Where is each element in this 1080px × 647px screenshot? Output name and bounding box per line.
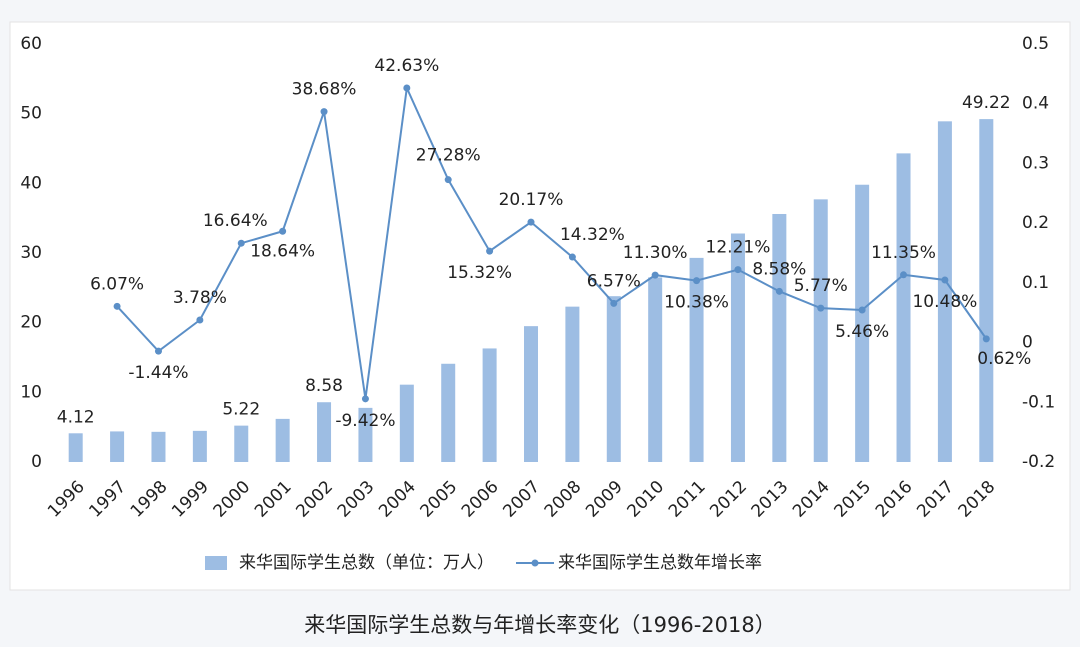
data-label: 38.68% — [292, 80, 357, 100]
legend-label: 来华国际学生总数年增长率 — [558, 553, 762, 573]
data-label: 20.17% — [499, 190, 564, 210]
line-point — [693, 277, 701, 285]
y-tick-label: 30 — [20, 243, 42, 263]
bar — [730, 233, 745, 462]
line-point — [444, 176, 452, 184]
bar — [606, 296, 621, 462]
line-point — [154, 347, 162, 355]
line-point — [858, 306, 866, 314]
data-label: 5.22 — [222, 400, 260, 420]
data-label: 5.77% — [794, 276, 848, 296]
line-point — [113, 302, 121, 310]
data-label: 0.62% — [977, 349, 1031, 369]
bar — [399, 384, 414, 462]
y2-tick-label: 0.4 — [1022, 94, 1049, 114]
line-point — [527, 218, 535, 226]
bar — [565, 306, 580, 462]
legend-swatch — [531, 559, 539, 567]
line-point — [196, 316, 204, 324]
bar — [689, 257, 704, 462]
data-label: 12.21% — [706, 238, 771, 258]
bar — [937, 121, 952, 462]
bar — [234, 425, 249, 462]
line-point — [651, 271, 659, 279]
line-point — [403, 84, 411, 92]
data-label: 18.64% — [250, 241, 315, 261]
data-label: 3.78% — [173, 288, 227, 308]
y-tick-label: 20 — [20, 313, 42, 333]
line-point — [486, 247, 494, 255]
bar — [896, 153, 911, 463]
data-label: 42.63% — [374, 56, 439, 76]
legend-label: 来华国际学生总数（单位：万人） — [239, 553, 494, 573]
bar — [192, 430, 207, 462]
y2-tick-label: -0.2 — [1022, 452, 1055, 472]
line-point — [237, 239, 245, 247]
line-point — [568, 253, 576, 261]
data-label: 10.48% — [912, 292, 977, 312]
line-point — [610, 299, 618, 307]
y-tick-label: 10 — [20, 382, 42, 402]
y2-tick-label: 0.1 — [1022, 273, 1049, 293]
data-label: 10.38% — [664, 293, 729, 313]
line-point — [817, 304, 825, 312]
data-label: 16.64% — [203, 211, 268, 231]
bar — [524, 326, 538, 462]
bar — [317, 402, 332, 462]
line-point — [279, 227, 287, 235]
data-label: 49.22 — [962, 93, 1011, 113]
data-label: 8.58% — [752, 259, 806, 279]
y2-tick-label: 0.3 — [1022, 153, 1049, 173]
bar — [275, 418, 290, 462]
line-point — [941, 276, 949, 284]
chart-title: 来华国际学生总数与年增长率变化（1996-2018） — [304, 613, 775, 637]
y-tick-label: 50 — [20, 104, 42, 124]
y-tick-label: 40 — [20, 173, 42, 193]
data-label: 14.32% — [560, 225, 625, 245]
line-point — [982, 335, 990, 343]
data-label: 11.35% — [871, 243, 936, 263]
data-label: 4.12 — [57, 407, 95, 427]
bar — [482, 348, 497, 462]
data-label: 6.57% — [587, 271, 641, 291]
bar — [110, 431, 125, 462]
line-point — [361, 395, 369, 403]
line-point — [900, 271, 908, 279]
data-label: 6.07% — [90, 274, 144, 294]
y2-tick-label: 0.5 — [1022, 34, 1049, 54]
bar — [358, 407, 373, 462]
data-label: -9.42% — [335, 411, 395, 431]
y2-tick-label: 0 — [1022, 333, 1033, 353]
data-label: 5.46% — [835, 322, 889, 342]
bar — [855, 184, 870, 462]
data-label: 15.32% — [447, 263, 512, 283]
bar — [979, 119, 994, 462]
data-label: 11.30% — [623, 243, 688, 263]
data-label: -1.44% — [128, 363, 188, 383]
data-label: 27.28% — [416, 146, 481, 166]
bar — [68, 433, 83, 462]
bar — [648, 277, 663, 462]
line-point — [775, 287, 783, 295]
y2-tick-label: -0.1 — [1022, 392, 1055, 412]
line — [116, 84, 988, 399]
data-label: 8.58 — [305, 376, 343, 396]
bar — [151, 431, 166, 462]
bar — [441, 363, 456, 462]
line-point — [734, 266, 742, 274]
chart-frame — [9, 21, 1071, 591]
legend-swatch — [205, 556, 227, 570]
bar — [772, 213, 787, 462]
y-tick-label: 60 — [20, 34, 42, 54]
y2-tick-label: 0.2 — [1022, 213, 1049, 233]
line-point — [320, 108, 328, 116]
y-tick-label: 0 — [31, 452, 42, 472]
bar — [813, 199, 828, 462]
